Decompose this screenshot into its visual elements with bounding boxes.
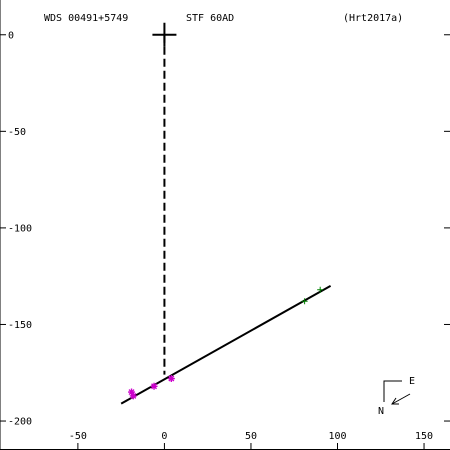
y-tick-label: -100 <box>8 223 32 234</box>
observation-point <box>128 388 136 396</box>
observation-point <box>167 375 175 383</box>
compass-east-label: E <box>409 376 415 387</box>
observation-point <box>301 298 308 305</box>
ticks <box>0 34 450 449</box>
x-tick-label: 150 <box>415 431 433 442</box>
component-label: STF 60AD <box>186 13 234 24</box>
compass-north-label: N <box>378 406 384 417</box>
observation-point <box>150 382 158 390</box>
data-points <box>128 22 324 400</box>
reference-label: (Hrt2017a) <box>343 13 403 24</box>
x-tick-label: 50 <box>245 431 257 442</box>
x-tick-label: -50 <box>69 431 87 442</box>
observation-point <box>129 392 137 400</box>
primary-star-marker <box>152 22 177 47</box>
y-tick-label: -200 <box>8 417 32 428</box>
y-tick-label: -50 <box>8 127 26 138</box>
x-tick-label: 100 <box>328 431 346 442</box>
fit-lines <box>120 34 332 405</box>
motion-arrow-head <box>391 397 399 405</box>
compass-frame <box>383 380 402 402</box>
compass: E N <box>378 376 415 417</box>
x-tick-label: 0 <box>161 431 167 442</box>
star-designation: WDS 00491+5749 <box>44 13 128 24</box>
y-tick-label: 0 <box>8 30 14 41</box>
observation-point <box>317 286 324 293</box>
motion-arrow-shaft <box>391 393 411 405</box>
y-tick-label: -150 <box>8 320 32 331</box>
tick-labels: -50 0 50 100 150 0 -50 -100 -150 -200 <box>8 30 433 442</box>
